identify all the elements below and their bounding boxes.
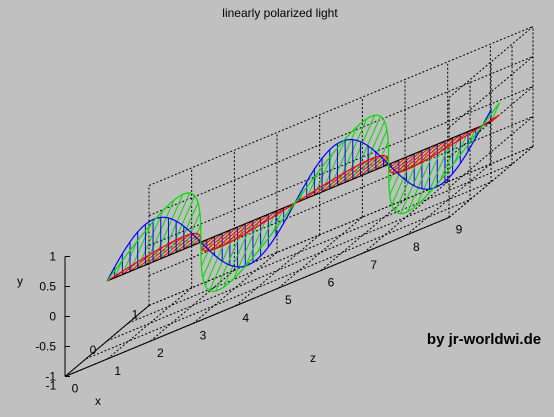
back-wall-grid-line — [148, 116, 534, 276]
z-tick-label: 6 — [328, 276, 335, 290]
ex-hatch-line — [244, 213, 269, 235]
ex-hatch-line — [233, 217, 261, 241]
floor-grid-line — [106, 181, 492, 342]
y-tick-label: 0.5 — [39, 280, 56, 294]
ex-component-curve — [106, 114, 500, 282]
x-axis-label: x — [95, 394, 101, 408]
ex-hatch-line — [439, 134, 461, 153]
z-tick-label: 0 — [72, 382, 79, 396]
z-tick-label: 3 — [200, 329, 207, 343]
e-field-hatch-line — [367, 129, 388, 174]
credit-text: by jr-worldwi.de — [427, 331, 541, 348]
e-field-hatch-line — [200, 239, 208, 254]
z-tick-label: 8 — [413, 240, 420, 254]
grid-lines — [64, 26, 534, 377]
y-tick-label: 1 — [49, 250, 56, 264]
back-wall-grid-line — [148, 56, 534, 216]
e-field-hatch-line — [453, 131, 469, 164]
x-tick-label: -1 — [46, 379, 57, 393]
e-field-hatch-line — [160, 192, 191, 259]
e-field-hatch-line — [129, 224, 152, 272]
x-tick-label: 1 — [132, 308, 139, 322]
z-tick-label: 4 — [242, 311, 249, 325]
back-wall-grid-line — [148, 146, 534, 306]
ey-component-curve — [106, 109, 492, 282]
z-tick-label: 7 — [370, 258, 377, 272]
z-tick-label: 2 — [157, 346, 164, 360]
e-field-hatch-line — [389, 156, 407, 196]
ex-hatch-line — [407, 143, 438, 170]
floor-grid-line — [85, 199, 471, 360]
e-field-hatch-line — [191, 224, 202, 247]
ex-hatch-line — [209, 226, 238, 251]
e-field-hatch-line — [439, 134, 461, 181]
ex-hatch-line — [215, 223, 246, 250]
e-field-hatch-line — [344, 115, 376, 183]
back-wall-grid-line — [148, 26, 534, 186]
ex-hatch-line — [145, 240, 175, 266]
ex-hatch-line — [391, 153, 415, 174]
ex-hatch-line — [388, 159, 400, 169]
e-field-hatch-line — [383, 154, 390, 167]
z-tick-label: 1 — [114, 364, 121, 378]
z-axis-line — [64, 217, 450, 377]
ex-hatch-line — [152, 236, 184, 263]
ex-hatch-line — [223, 220, 254, 246]
data-series — [106, 102, 500, 292]
e-field-hatch-line — [183, 212, 201, 250]
e-field-hatch-line — [175, 202, 199, 253]
floor-grid-line — [127, 163, 513, 324]
ex-hatch-line — [137, 246, 164, 269]
x-axis-line — [64, 305, 150, 377]
y-tick-label: -0.5 — [35, 340, 56, 354]
e-field-hatch-line — [352, 116, 381, 180]
z-tick-label: 9 — [456, 223, 463, 237]
e-field-hatch-line — [167, 195, 196, 256]
e-field-hatch-line — [391, 153, 415, 206]
chart-title: linearly polarized light — [222, 6, 338, 20]
ex-hatch-line — [344, 157, 375, 183]
ex-hatch-line — [160, 233, 191, 260]
propagation-axis — [106, 121, 492, 282]
ex-hatch-line — [427, 137, 453, 160]
floor-grid-line — [192, 252, 278, 324]
ex-hatch-line — [394, 150, 423, 174]
y-tick-label: -1 — [45, 370, 56, 384]
back-wall-grid-line — [148, 86, 534, 246]
ex-hatch-line — [168, 232, 196, 256]
e-field-hatch-line — [258, 210, 277, 251]
floor-grid-line — [363, 181, 449, 254]
e-field-hatch-line — [152, 194, 184, 263]
z-tick-label: 5 — [285, 293, 292, 307]
ex-hatch-line — [416, 140, 446, 166]
e-field-hatch-line — [244, 214, 269, 267]
x-tick-label: 0 — [90, 343, 97, 357]
ex-hatch-line — [400, 147, 430, 173]
e-field-hatch-line — [202, 233, 223, 278]
e-field-curve — [106, 102, 500, 292]
y-tick-label: 0 — [49, 310, 56, 324]
y-axis-label: y — [17, 274, 23, 288]
ex-hatch-line — [205, 229, 231, 252]
e-field-hatch-line — [321, 138, 347, 193]
ex-hatch-line — [175, 233, 199, 253]
z-axis-label: z — [310, 351, 316, 365]
ex-hatch-line — [337, 160, 368, 186]
